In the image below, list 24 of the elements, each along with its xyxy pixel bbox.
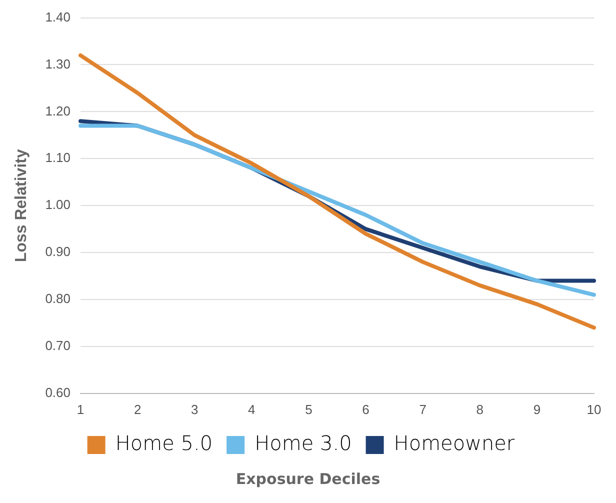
x-tick-label: 6 [362,402,370,417]
x-tick-label: 8 [476,402,484,417]
legend-label: Homeowner [394,431,516,456]
x-tick-label: 1 [76,402,84,417]
y-tick-label: 0.90 [45,244,70,260]
x-axis-title: Exposure Deciles [234,470,382,488]
x-tick-label: 9 [533,402,541,417]
y-axis-title: Loss Relativity [13,149,30,262]
y-tick-label: 1.40 [45,9,70,24]
y-tick-label: 0.60 [45,384,70,400]
x-tick-label: 3 [190,402,198,417]
x-tick-label: 5 [305,402,312,417]
y-tick-label: 0.80 [45,291,70,306]
y-tick-label: 0.70 [45,338,70,354]
legend-label: Home 3.0 [254,431,352,456]
y-tick-label: 1.10 [45,150,70,166]
legend-label: Home 5.0 [115,431,213,456]
x-tick-label: 4 [248,402,256,417]
x-tick-label: 2 [134,402,142,417]
x-tick-label: 10 [586,402,602,417]
y-tick-label: 1.00 [45,197,70,212]
y-tick-label: 1.30 [45,56,70,72]
y-tick-label: 1.20 [45,103,70,118]
x-tick-label: 7 [419,402,426,417]
